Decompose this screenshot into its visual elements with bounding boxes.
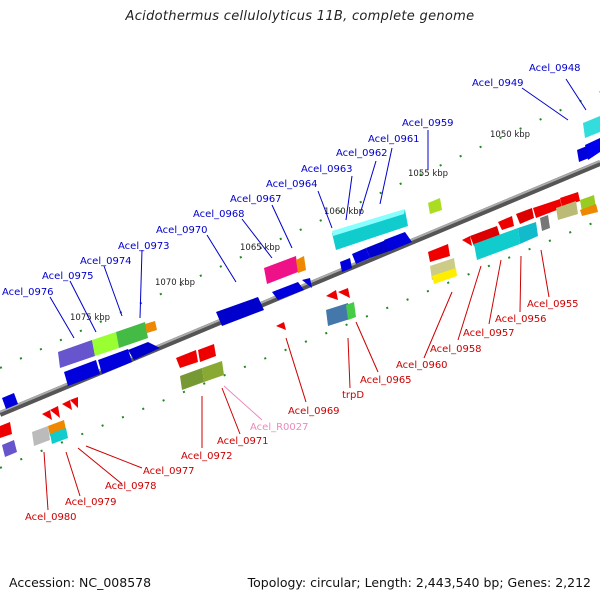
gene-arrow xyxy=(384,232,412,251)
gene-arrow xyxy=(366,240,392,258)
gene-label[interactable]: trpD xyxy=(342,390,364,401)
gene-block xyxy=(116,322,148,348)
gene-arrow xyxy=(2,393,18,409)
gene-block xyxy=(2,440,17,457)
gene-label[interactable]: Acel_0948 xyxy=(529,63,581,74)
gene-label[interactable]: Acel_0962 xyxy=(336,148,388,159)
gene-arrow xyxy=(128,342,160,360)
gene-arrow xyxy=(176,350,198,368)
genome-summary-text: Topology: circular; Length: 2,443,540 bp… xyxy=(247,575,591,590)
gene-label[interactable]: Acel_0968 xyxy=(193,209,245,220)
gene-arrow xyxy=(498,216,514,230)
gene-block xyxy=(58,340,95,368)
gene-label[interactable]: Acel_0973 xyxy=(118,241,170,252)
gene-block xyxy=(580,204,598,216)
gene-block xyxy=(583,116,600,138)
gene-label[interactable]: Acel_0970 xyxy=(156,225,208,236)
gene-block xyxy=(432,268,457,284)
scale-label-1060: 1060 kbp xyxy=(324,207,364,217)
gene-block xyxy=(474,228,520,260)
gene-arrow xyxy=(470,226,500,246)
gene-label[interactable]: Acel_0965 xyxy=(360,375,412,386)
gene-label[interactable]: Acel_0958 xyxy=(430,344,482,355)
gene-label[interactable]: Acel_0949 xyxy=(472,78,524,89)
gene-label[interactable]: Acel_0974 xyxy=(80,256,132,267)
gene-label[interactable]: Acel_0960 xyxy=(396,360,448,371)
gene-label[interactable]: Acel_0961 xyxy=(368,134,420,145)
gene-arrow xyxy=(340,258,352,272)
scale-label-1070: 1070 kbp xyxy=(155,278,195,288)
gene-label[interactable]: Acel_0980 xyxy=(25,512,77,523)
gene-block xyxy=(518,222,538,244)
gene-arrow xyxy=(302,278,312,288)
gene-block xyxy=(32,426,50,446)
gene-block xyxy=(332,210,408,250)
gene-arrow xyxy=(62,400,72,410)
gene-block xyxy=(326,303,350,326)
gene-arrow xyxy=(216,297,264,326)
gene-arrow xyxy=(338,288,350,298)
gene-arrow xyxy=(462,236,472,246)
gene-arrow xyxy=(428,244,450,262)
gene-arrow xyxy=(0,422,12,438)
gene-arrow xyxy=(352,248,370,264)
gene-label[interactable]: Acel_0976 xyxy=(2,287,54,298)
gene-label[interactable]: Acel_0955 xyxy=(527,299,579,310)
gene-block xyxy=(346,302,356,320)
gene-arrow xyxy=(198,344,216,362)
gene-label[interactable]: Acel_0971 xyxy=(217,436,269,447)
gene-block xyxy=(202,361,224,382)
gene-arrow xyxy=(516,208,534,224)
gene-label[interactable]: Acel_0978 xyxy=(105,481,157,492)
rna-gene-label[interactable]: Acel_R0027 xyxy=(250,422,309,433)
gene-label[interactable]: Acel_0969 xyxy=(288,406,340,417)
gene-arrow xyxy=(560,192,580,207)
reverse-gene-blocks xyxy=(0,192,598,446)
gene-arrow xyxy=(276,322,286,330)
gene-arrow xyxy=(70,397,78,408)
gene-block xyxy=(48,420,66,436)
gene-block xyxy=(428,198,442,214)
gene-label[interactable]: Acel_0967 xyxy=(230,194,282,205)
gene-arrow xyxy=(272,282,304,300)
scale-label-1075: 1075 kbp xyxy=(70,313,110,323)
gene-arrow xyxy=(64,360,100,386)
gene-block xyxy=(145,321,157,333)
gene-arrow xyxy=(585,138,600,160)
gene-label[interactable]: Acel_0956 xyxy=(495,314,547,325)
gene-block xyxy=(296,256,306,273)
scale-label-1055: 1055 kbp xyxy=(408,169,448,179)
reverse-label-lines xyxy=(43,249,550,511)
gene-label[interactable]: Acel_0963 xyxy=(301,164,353,175)
forward-label-lines xyxy=(49,78,587,339)
gene-label[interactable]: Acel_0975 xyxy=(42,271,94,282)
gene-block xyxy=(332,209,405,236)
gene-label[interactable]: Acel_0977 xyxy=(143,466,195,477)
gene-label[interactable]: Acel_0979 xyxy=(65,497,117,508)
gene-arrow xyxy=(98,349,132,374)
gene-block xyxy=(92,332,119,356)
gene-block xyxy=(556,201,578,220)
scale-label-1065: 1065 kbp xyxy=(240,243,280,253)
accession-text: Accession: NC_008578 xyxy=(9,575,152,590)
gene-label[interactable]: Acel_0959 xyxy=(402,118,454,129)
gene-block xyxy=(50,428,68,444)
gene-label[interactable]: Acel_0957 xyxy=(463,328,515,339)
forward-gene-blocks xyxy=(2,116,600,457)
gene-arrow xyxy=(50,406,60,418)
gene-arrow xyxy=(577,146,589,162)
gene-arrow xyxy=(533,199,562,218)
rna-label-line xyxy=(223,385,263,421)
gene-block xyxy=(540,215,550,231)
gene-label[interactable]: Acel_0972 xyxy=(181,451,233,462)
scale-label-1050: 1050 kbp xyxy=(490,130,530,140)
gene-arrow xyxy=(42,410,52,420)
map-title: Acidothermus cellulolyticus 11B, complet… xyxy=(125,9,475,24)
gene-block xyxy=(180,368,204,390)
forward-scale-rail xyxy=(0,91,600,369)
gene-arrow xyxy=(326,290,338,300)
gene-label[interactable]: Acel_0964 xyxy=(266,179,318,190)
gene-block xyxy=(264,256,298,284)
